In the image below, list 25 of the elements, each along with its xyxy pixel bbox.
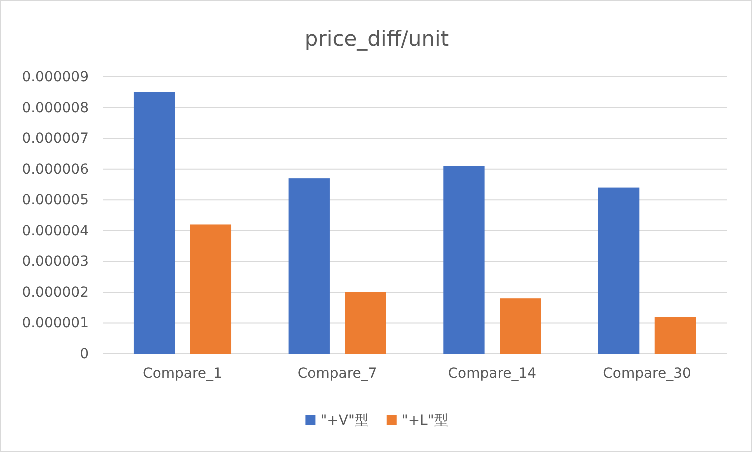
y-tick-label: 0.000002 <box>22 284 89 301</box>
bar <box>500 298 542 354</box>
chart-title: price_diff/unit <box>304 27 450 51</box>
y-tick-label: 0.000008 <box>22 100 89 116</box>
x-tick-label: Compare_1 <box>143 366 222 382</box>
x-tick-label: Compare_30 <box>603 366 692 382</box>
bar <box>288 178 330 354</box>
y-tick-label: 0.000005 <box>22 192 89 209</box>
bar <box>134 92 176 354</box>
bar <box>444 166 485 354</box>
y-tick-label: 0.000003 <box>22 254 89 270</box>
y-tick-label: 0.000009 <box>22 69 89 86</box>
y-tick-label: 0 <box>80 346 89 362</box>
y-tick-label: 0.000001 <box>22 316 89 332</box>
x-tick-label: Compare_14 <box>448 366 537 382</box>
y-tick-label: 0.000006 <box>22 162 90 178</box>
legend-label: "+L"型 <box>402 413 448 429</box>
legend-label: "+V"型 <box>320 413 369 429</box>
bar <box>598 188 640 354</box>
y-tick-label: 0.000004 <box>22 223 90 240</box>
x-tick-label: Compare_7 <box>298 366 378 382</box>
y-tick-label: 0.000007 <box>22 131 89 148</box>
bar <box>654 317 696 354</box>
bar <box>190 224 232 354</box>
bar <box>345 292 386 354</box>
